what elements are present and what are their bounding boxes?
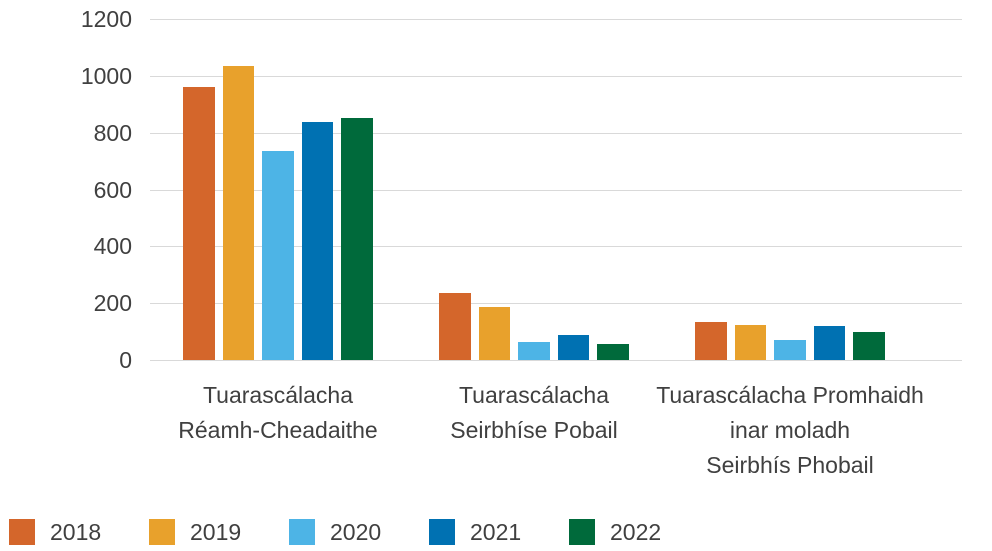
- legend-label: 2018: [50, 519, 102, 545]
- bar-2022-category-2: [597, 344, 629, 360]
- legend-label: 2022: [610, 519, 662, 545]
- y-tick-label: 800: [93, 119, 132, 146]
- legend: 2018 2019 2020 2021 2022: [9, 519, 709, 545]
- legend-swatch: [569, 519, 595, 545]
- category-label: Tuarascálacha Réamh-Cheadaithe: [178, 382, 378, 443]
- category-label: Tuarascálacha Promhaidh inar moladh Seir…: [656, 382, 924, 478]
- legend-swatch: [289, 519, 315, 545]
- legend-item-2019: 2019: [149, 519, 289, 545]
- legend-label: 2019: [190, 519, 242, 545]
- legend-label: 2021: [470, 519, 522, 545]
- y-tick-label: 0: [119, 347, 132, 373]
- y-tick-label: 600: [93, 176, 132, 203]
- bar-2022-category-1: [341, 118, 373, 360]
- y-tick-label: 1200: [80, 6, 132, 32]
- gridline: [150, 246, 962, 247]
- bar-2021-category-3: [813, 326, 846, 360]
- bar-2019-category-1: [222, 65, 255, 360]
- bar-2018-category-2: [439, 293, 471, 360]
- bar-2021-category-2: [557, 335, 590, 360]
- y-tick-label: 1000: [80, 62, 132, 89]
- gridline: [150, 133, 962, 134]
- bar-2018-category-1: [183, 87, 215, 360]
- gridline: [150, 190, 962, 191]
- gridline: [150, 76, 962, 77]
- bar-2020-category-3: [774, 340, 806, 360]
- bar-2018-category-3: [695, 321, 727, 360]
- legend-label: 2020: [330, 519, 382, 545]
- y-tick-label: 400: [93, 233, 132, 260]
- legend-swatch: [9, 519, 35, 545]
- bar-2019-category-2: [478, 306, 511, 360]
- gridline: [150, 19, 962, 20]
- bar-2020-category-1: [262, 151, 294, 360]
- bar-2020-category-2: [518, 342, 550, 360]
- bar-2021-category-1: [301, 122, 334, 360]
- gridline: [150, 360, 962, 361]
- bar-2019-category-3: [734, 325, 767, 360]
- legend-swatch: [149, 519, 175, 545]
- bar-2022-category-3: [853, 331, 885, 360]
- legend-swatch: [429, 519, 455, 545]
- category-label: Tuarascálacha Seirbhíse Pobail: [450, 382, 618, 443]
- y-tick-label: 200: [93, 290, 132, 317]
- legend-item-2021: 2021: [429, 519, 569, 545]
- gridline: [150, 303, 962, 304]
- legend-item-2022: 2022: [569, 519, 709, 545]
- legend-item-2018: 2018: [9, 519, 149, 545]
- legend-item-2020: 2020: [289, 519, 429, 545]
